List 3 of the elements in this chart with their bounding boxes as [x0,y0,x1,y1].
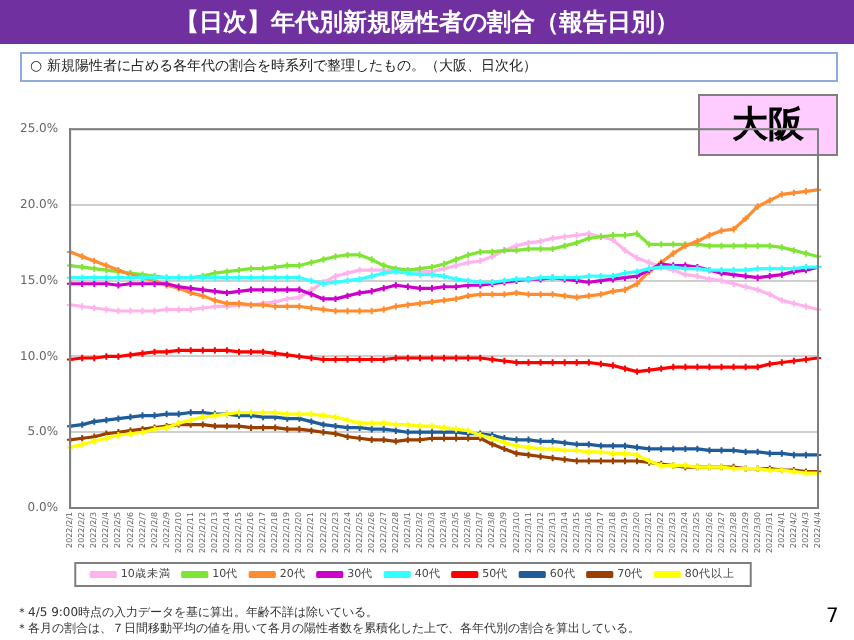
chart-title: 【日次】年代別新規陽性者の割合（報告日別） [0,0,854,44]
text: 7 [826,606,839,628]
annotation: 大阪 [698,94,838,156]
